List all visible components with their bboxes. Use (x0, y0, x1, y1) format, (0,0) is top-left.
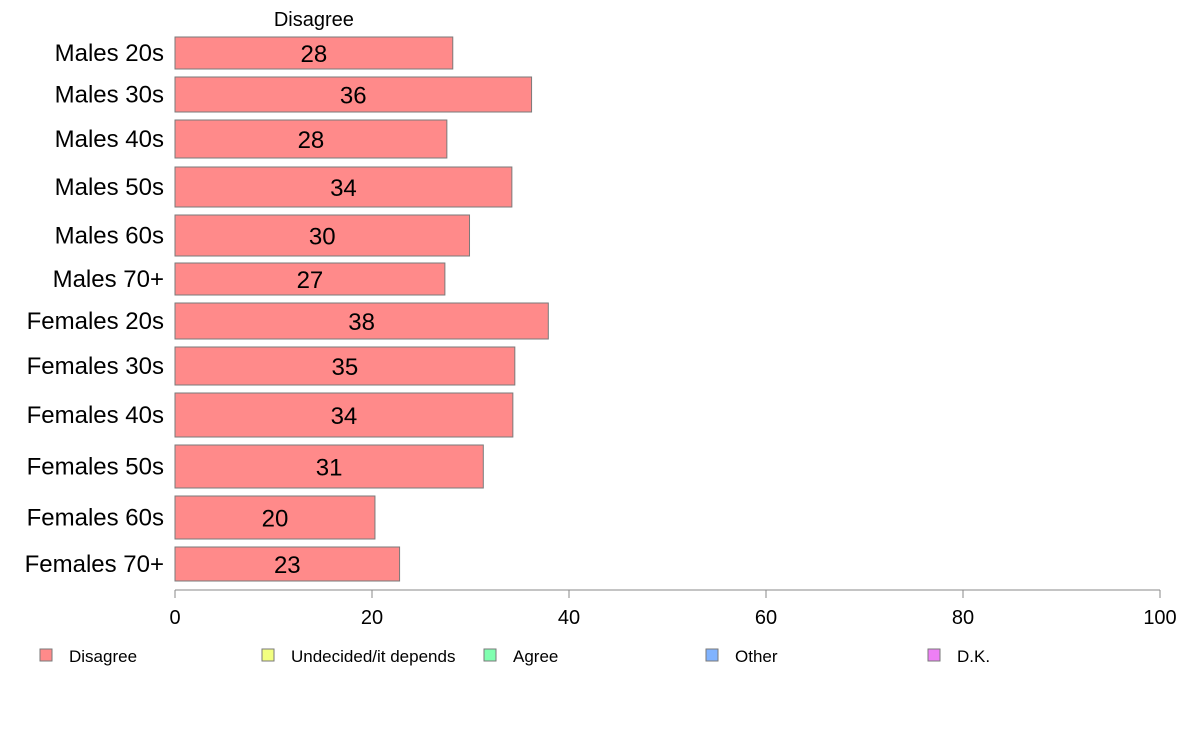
category-label: Females 30s (27, 353, 164, 380)
x-tick-label: 80 (952, 607, 974, 629)
legend-label: Undecided/it depends (291, 647, 455, 666)
x-tick-label: 20 (361, 607, 383, 629)
bar-value-label: 36 (340, 83, 367, 110)
bar-value-label: 27 (297, 267, 324, 294)
legend-swatch (927, 648, 941, 662)
category-labels: Males 20s Males 30s Males 40s Males 50s Male… (25, 40, 164, 578)
category-label: Females 20s (27, 308, 164, 335)
category-label: Females 40s (27, 402, 164, 429)
legend-swatch (261, 648, 275, 662)
bar (174, 262, 446, 296)
category-label: Males 40s (55, 126, 164, 153)
legend-label: D.K. (957, 647, 990, 666)
category-label: Females 70+ (25, 551, 164, 578)
x-tick-label: 60 (755, 607, 777, 629)
bar-value-label: 30 (309, 224, 336, 251)
legend-label: Disagree (69, 647, 137, 666)
bar-value-label: 28 (301, 41, 328, 68)
legend-item: Undecided/it depends (261, 647, 455, 666)
bar (174, 76, 533, 113)
bar-value-label: 34 (331, 403, 358, 430)
bar (174, 166, 513, 208)
legend-label: Other (735, 647, 778, 666)
x-tick-label: 100 (1143, 607, 1176, 629)
bar (174, 392, 514, 438)
legend-item: Agree (483, 647, 558, 666)
category-label: Females 60s (27, 505, 164, 532)
legend: Disagree Undecided/it depends Agree Other D.… (39, 647, 990, 666)
bar (174, 546, 401, 582)
legend-item: Other (705, 647, 778, 666)
x-tick-label: 0 (169, 607, 180, 629)
legend-item: Disagree (39, 647, 137, 666)
legend-item: D.K. (927, 647, 990, 666)
bar-value-label: 23 (274, 552, 301, 579)
category-label: Females 50s (27, 454, 164, 481)
legend-swatch (483, 648, 497, 662)
column-header: Disagree (274, 9, 354, 31)
bar (174, 119, 448, 159)
bar-value-label: 20 (262, 506, 289, 533)
category-label: Males 30s (55, 82, 164, 109)
bar-value-label: 28 (298, 127, 325, 154)
bar (174, 444, 484, 489)
bar (174, 214, 471, 257)
bar-value-label: 35 (332, 354, 359, 381)
bar-value-label: 38 (348, 309, 375, 336)
x-tick-label: 40 (558, 607, 580, 629)
legend-swatch (705, 648, 719, 662)
x-axis: 0 20 40 60 80 100 (169, 589, 1177, 629)
bar-value-label: 34 (330, 175, 357, 202)
category-label: Males 50s (55, 174, 164, 201)
bar (174, 302, 549, 340)
legend-swatch (39, 648, 53, 662)
category-label: Males 60s (55, 223, 164, 250)
legend-label: Agree (513, 647, 558, 666)
bar (174, 36, 454, 70)
bar (174, 346, 516, 386)
category-label: Males 70+ (53, 266, 164, 293)
category-label: Males 20s (55, 40, 164, 67)
bar-value-label: 31 (316, 455, 343, 482)
bar (174, 495, 376, 540)
